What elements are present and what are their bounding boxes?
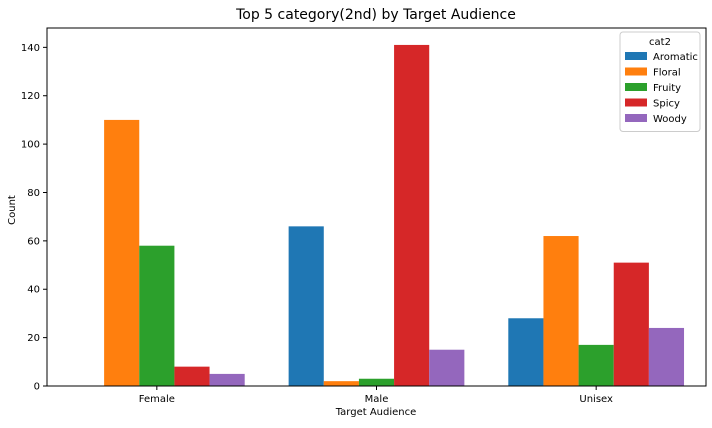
bar-spicy-female — [174, 366, 210, 386]
bar-aromatic-unisex — [508, 318, 544, 386]
y-tick-label: 60 — [27, 236, 40, 247]
legend-swatch-fruity — [625, 83, 647, 91]
bar-spicy-unisex — [613, 262, 649, 386]
axes-group: 0 20 40 60 80 100 120 140 Female Male Unisex — [21, 27, 707, 405]
legend-label-floral: Floral — [653, 68, 681, 79]
bar-fruity-unisex — [578, 344, 614, 386]
legend: cat2 Aromatic Floral Fruity Spicy Woody — [619, 31, 701, 132]
bar-floral-unisex — [543, 236, 579, 386]
y-axis-label: Count — [7, 195, 18, 225]
legend-label-woody: Woody — [653, 114, 687, 125]
bar-fruity-female — [139, 245, 175, 386]
y-tick-label: 80 — [27, 188, 40, 199]
y-tick-label: 120 — [21, 91, 40, 102]
y-tick-label: 40 — [27, 285, 40, 296]
legend-swatch-aromatic — [625, 52, 647, 60]
x-axis-label: Target Audience — [335, 407, 417, 418]
bars-group — [104, 44, 685, 387]
legend-label-fruity: Fruity — [653, 83, 681, 94]
y-tick-label: 20 — [27, 333, 40, 344]
bar-spicy-male — [394, 44, 430, 386]
bar-woody-male — [429, 349, 465, 386]
bar-aromatic-male — [288, 226, 324, 386]
x-tick-label: Unisex — [579, 394, 613, 405]
y-tick-label: 100 — [21, 140, 40, 151]
bar-floral-male — [323, 381, 359, 386]
y-tick-label: 140 — [21, 43, 40, 54]
bar-fruity-male — [358, 378, 395, 386]
bar-woody-female — [209, 373, 245, 386]
legend-label-aromatic: Aromatic — [653, 52, 698, 63]
legend-label-spicy: Spicy — [653, 99, 680, 110]
bar-woody-unisex — [648, 327, 685, 386]
chart-title: Top 5 category(2nd) by Target Audience — [235, 7, 516, 23]
y-tick-label: 0 — [34, 382, 40, 393]
legend-title: cat2 — [649, 37, 671, 48]
legend-swatch-floral — [625, 67, 647, 76]
legend-swatch-woody — [625, 114, 647, 122]
legend-swatch-spicy — [625, 98, 647, 107]
x-tick-label: Male — [365, 394, 389, 405]
bar-floral-female — [104, 119, 140, 387]
x-tick-label: Female — [139, 394, 175, 405]
